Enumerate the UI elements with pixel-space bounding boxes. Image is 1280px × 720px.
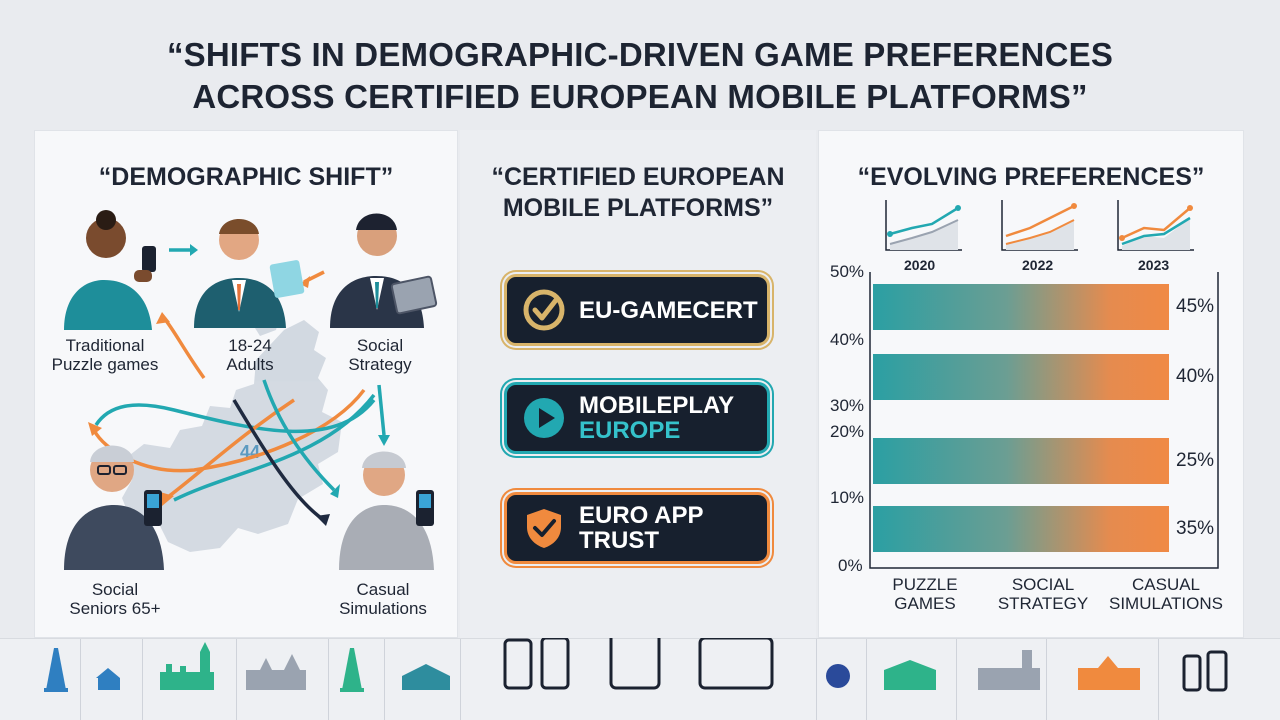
palace-icon	[1078, 656, 1140, 690]
shield-check-icon	[527, 509, 561, 548]
label-18-24-adults: 18-24 Adults	[226, 336, 274, 374]
parliament-icon	[160, 642, 214, 690]
young-person-figure	[64, 210, 156, 330]
play-icon	[524, 398, 564, 438]
badge-euro-app-trust[interactable]: EURO APP TRUST	[504, 492, 770, 564]
badge-3-line1: EURO APP	[579, 502, 704, 529]
bar-1-label: 45%	[1176, 296, 1215, 317]
check-circle-icon	[523, 289, 565, 331]
badge-2-line2: EUROPE	[579, 417, 681, 444]
bar-2	[873, 354, 1169, 400]
smartphone-icon	[503, 638, 570, 690]
y-tick-30: 30%	[830, 396, 865, 415]
landscape-tablet-icon	[698, 638, 774, 690]
label-social-seniors: Social Seniors 65+	[69, 580, 161, 618]
certified-platforms-title: “CERTIFIED EUROPEAN MOBILE PLATFORMS”	[491, 163, 785, 222]
senior-man-figure	[64, 445, 164, 570]
chart-axes	[869, 272, 1219, 569]
y-tick-20: 20%	[830, 422, 865, 441]
mini-trend-2022	[1001, 200, 1078, 251]
bar-4	[873, 506, 1169, 552]
clock-tower-icon	[978, 650, 1040, 690]
badge-1-line1: EU-GAMECERT	[579, 296, 758, 324]
eu-emblem-icon	[826, 664, 850, 688]
dome-building-icon	[402, 664, 450, 690]
mini-year-2023: 2023	[1138, 257, 1170, 273]
y-tick-40: 40%	[830, 330, 865, 349]
evolving-preferences-title: “EVOLVING PREFERENCES”	[857, 163, 1205, 191]
y-tick-50: 50%	[830, 262, 865, 281]
footer-icons	[44, 638, 1228, 692]
category-social-strategy: SOCIAL STRATEGY	[997, 575, 1089, 613]
category-casual-simulations: CASUAL SIMULATIONS	[1109, 575, 1223, 613]
cityscape-icon	[246, 654, 306, 690]
mini-year-2020: 2020	[904, 257, 936, 273]
demographic-illustration: 44	[64, 210, 438, 570]
badge-2-line1: MOBILEPLAY	[579, 392, 735, 419]
professional-figure	[330, 213, 438, 328]
demographic-shift-title: “DEMOGRAPHIC SHIFT”	[98, 163, 394, 191]
bar-3	[873, 438, 1169, 484]
bar-2-label: 40%	[1176, 366, 1215, 387]
smartphone-pair-icon	[1182, 650, 1228, 692]
eiffel-tower-icon	[44, 648, 68, 692]
y-tick-0: 0%	[838, 556, 863, 575]
badge-mobileplay-europe[interactable]: MOBILEPLAY EUROPE	[504, 382, 770, 454]
young-adult-figure	[194, 219, 305, 328]
bar-3-label: 25%	[1176, 450, 1215, 471]
museum-icon	[884, 660, 936, 690]
eiffel-tower-icon	[340, 648, 364, 692]
page-title: “SHIFTS IN DEMOGRAPHIC-DRIVEN GAME PREFE…	[166, 36, 1114, 115]
category-puzzle-games: PUZZLE GAMES	[892, 575, 958, 613]
mini-trend-2020	[885, 200, 962, 251]
label-social-strategy: Social Strategy	[348, 336, 412, 374]
mini-trend-2023	[1117, 200, 1194, 251]
bar-4-label: 35%	[1176, 518, 1215, 539]
label-casual-simulations: Casual Simulations	[339, 580, 427, 618]
badge-eu-gamecert[interactable]: EU-GAMECERT	[504, 274, 770, 346]
mini-year-2022: 2022	[1022, 257, 1054, 273]
y-tick-10: 10%	[830, 488, 865, 507]
badge-3-line2: TRUST	[579, 527, 659, 554]
label-traditional-puzzle: Traditional Puzzle games	[51, 336, 159, 374]
bar-1	[873, 284, 1169, 330]
senior-woman-figure	[339, 451, 434, 570]
pavilion-icon	[96, 668, 120, 690]
tablet-icon	[609, 638, 661, 690]
